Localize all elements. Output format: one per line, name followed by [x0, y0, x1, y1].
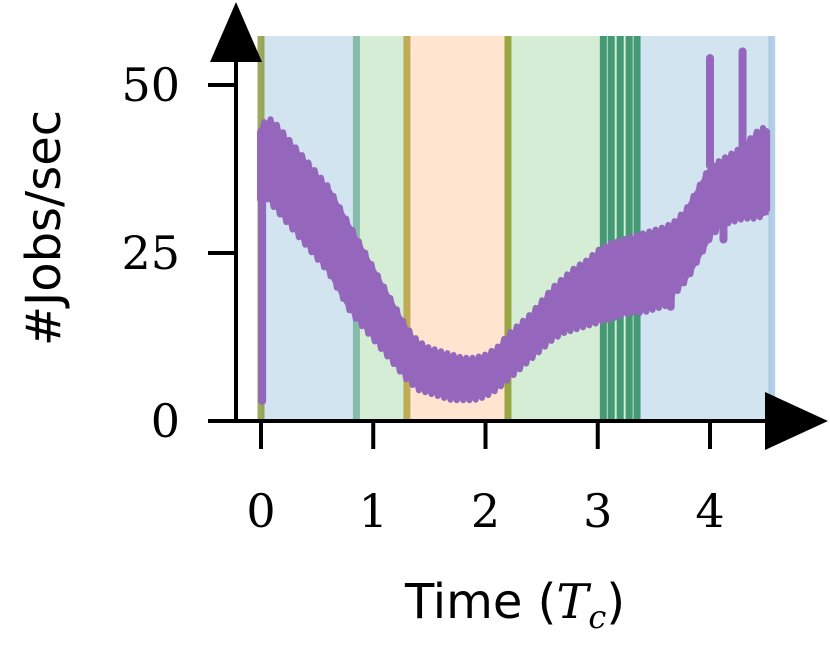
axes	[210, 2, 828, 450]
x-axis-title: Time (Tc)	[404, 574, 625, 636]
y-axis-title: #Jobs/sec	[16, 110, 72, 346]
series-0-lower-edge	[258, 186, 769, 404]
y-ticks: 0 25 50	[121, 58, 236, 448]
y-tick-label-0: 0	[151, 394, 180, 448]
x-axis-title-close: )	[606, 574, 625, 630]
x-ticks: 0 1 2 3 4	[246, 421, 725, 538]
x-tick-label-3: 3	[583, 484, 612, 538]
x-axis-title-math: T	[556, 574, 591, 630]
x-tick-label-2: 2	[471, 484, 500, 538]
x-axis-arrowhead	[765, 392, 828, 450]
series-0-upper-edge	[258, 116, 769, 373]
x-axis-title-text: Time (	[404, 574, 556, 630]
x-tick-label-1: 1	[359, 484, 388, 538]
x-tick-label-0: 0	[246, 484, 275, 538]
y-tick-label-2: 50	[121, 58, 180, 112]
y-tick-label-1: 25	[121, 226, 180, 280]
y-axis-arrowhead	[210, 2, 262, 62]
x-tick-label-4: 4	[695, 484, 724, 538]
series-jobs-per-sec	[257, 47, 771, 405]
x-axis-title-subscript: c	[588, 598, 606, 636]
